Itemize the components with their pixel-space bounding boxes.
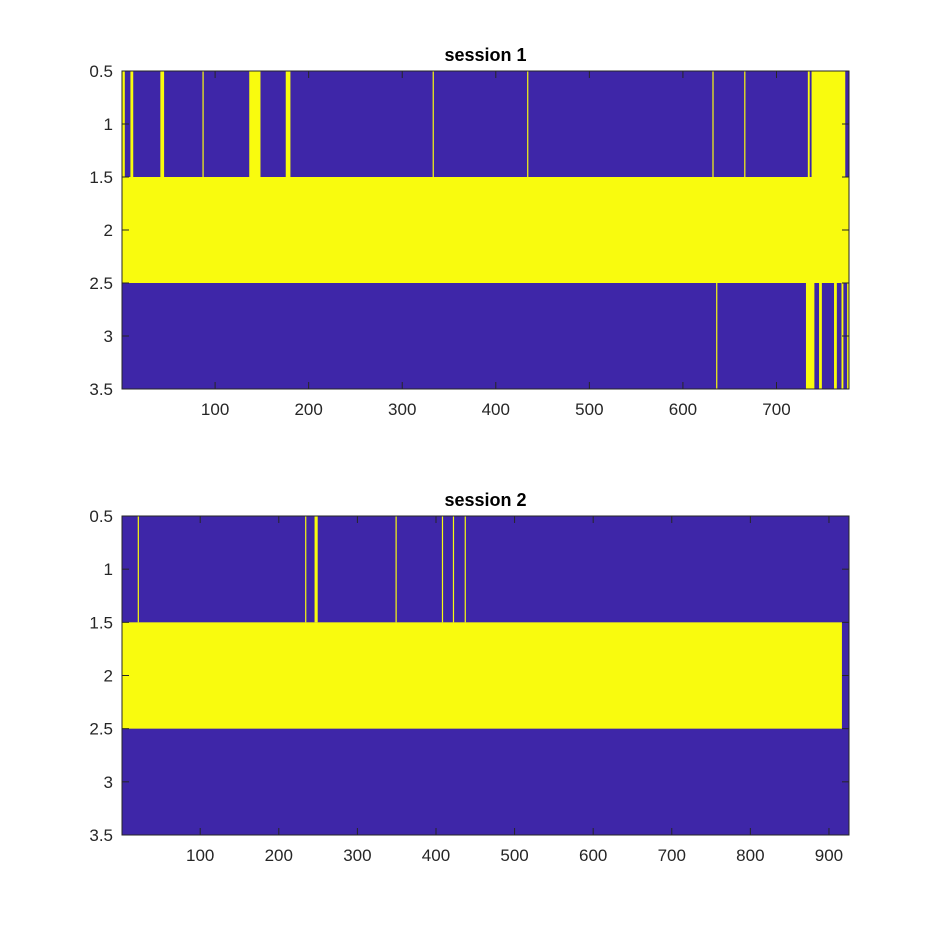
x-tick-label: 600 xyxy=(579,846,607,865)
x-tick-label: 400 xyxy=(422,846,450,865)
heatmap-cell-row-1 xyxy=(712,71,714,177)
chart-title: session 1 xyxy=(444,45,526,65)
y-tick-label: 1 xyxy=(104,115,113,134)
heatmap-cell-row-3 xyxy=(819,283,822,389)
heatmap-cell-row-3 xyxy=(805,283,815,389)
y-tick-label: 3.5 xyxy=(89,826,113,845)
heatmap-cell-row-1 xyxy=(441,516,444,623)
heatmap-cell-row-1 xyxy=(807,71,810,177)
heatmap-cell-row-1 xyxy=(160,71,165,177)
heatmap-cell-row-1 xyxy=(137,516,139,623)
heatmap-cell-row-1 xyxy=(527,71,529,177)
heatmap-cell-row-2 xyxy=(122,177,849,283)
x-tick-label: 200 xyxy=(265,846,293,865)
y-tick-label: 1.5 xyxy=(89,168,113,187)
y-tick-label: 3.5 xyxy=(89,380,113,399)
x-tick-label: 100 xyxy=(201,400,229,419)
heatmap-cell-row-1 xyxy=(130,71,134,177)
x-tick-label: 500 xyxy=(500,846,528,865)
heatmap-cell-row-2 xyxy=(122,622,842,729)
x-tick-label: 200 xyxy=(294,400,322,419)
chart-title: session 2 xyxy=(444,490,526,510)
heatmap-cell-row-1 xyxy=(202,71,204,177)
heatmap-cell-row-1 xyxy=(452,516,455,623)
heatmap-cell-row-1 xyxy=(305,516,307,623)
x-tick-label: 100 xyxy=(186,846,214,865)
heatmap-cell-row-1 xyxy=(432,71,434,177)
y-tick-label: 2.5 xyxy=(89,720,113,739)
x-tick-label: 300 xyxy=(343,846,371,865)
y-tick-label: 2.5 xyxy=(89,274,113,293)
heatmap-cell-row-1 xyxy=(395,516,397,623)
y-tick-label: 3 xyxy=(104,773,113,792)
heatmap-cell-row-1 xyxy=(464,516,466,623)
x-tick-label: 700 xyxy=(762,400,790,419)
heatmap-cell-row-1 xyxy=(744,71,746,177)
x-tick-label: 800 xyxy=(736,846,764,865)
heatmap-cell-row-1 xyxy=(314,516,318,623)
x-tick-label: 500 xyxy=(575,400,603,419)
heatmap-cell-row-1 xyxy=(811,71,846,177)
y-tick-label: 0.5 xyxy=(89,62,113,81)
session-1-panel: 0.5 1 1.5 2 2.5 3 3.5 100 200 300 400 500 600 700 sess… xyxy=(89,45,850,419)
heatmap-cell-row-1 xyxy=(249,71,261,177)
y-tick-label: 1.5 xyxy=(89,613,113,632)
x-tick-label: 300 xyxy=(388,400,416,419)
y-tick-label: 0.5 xyxy=(89,507,113,526)
heatmap-cell-row-1 xyxy=(285,71,291,177)
x-tick-label: 600 xyxy=(669,400,697,419)
y-tick-label: 1 xyxy=(104,560,113,579)
x-tick-label: 900 xyxy=(815,846,843,865)
heatmap-cell-row-3 xyxy=(716,283,718,389)
y-tick-label: 2 xyxy=(104,221,113,240)
y-tick-label: 3 xyxy=(104,327,113,346)
x-tick-label: 400 xyxy=(482,400,510,419)
session-2-panel: 0.5 1 1.5 2 2.5 3 3.5 100 200 300 400 500 600 700 800 9… xyxy=(89,490,850,865)
y-tick-label: 2 xyxy=(104,667,113,686)
x-tick-label: 700 xyxy=(658,846,686,865)
heatmap-cell-row-3 xyxy=(834,283,837,389)
